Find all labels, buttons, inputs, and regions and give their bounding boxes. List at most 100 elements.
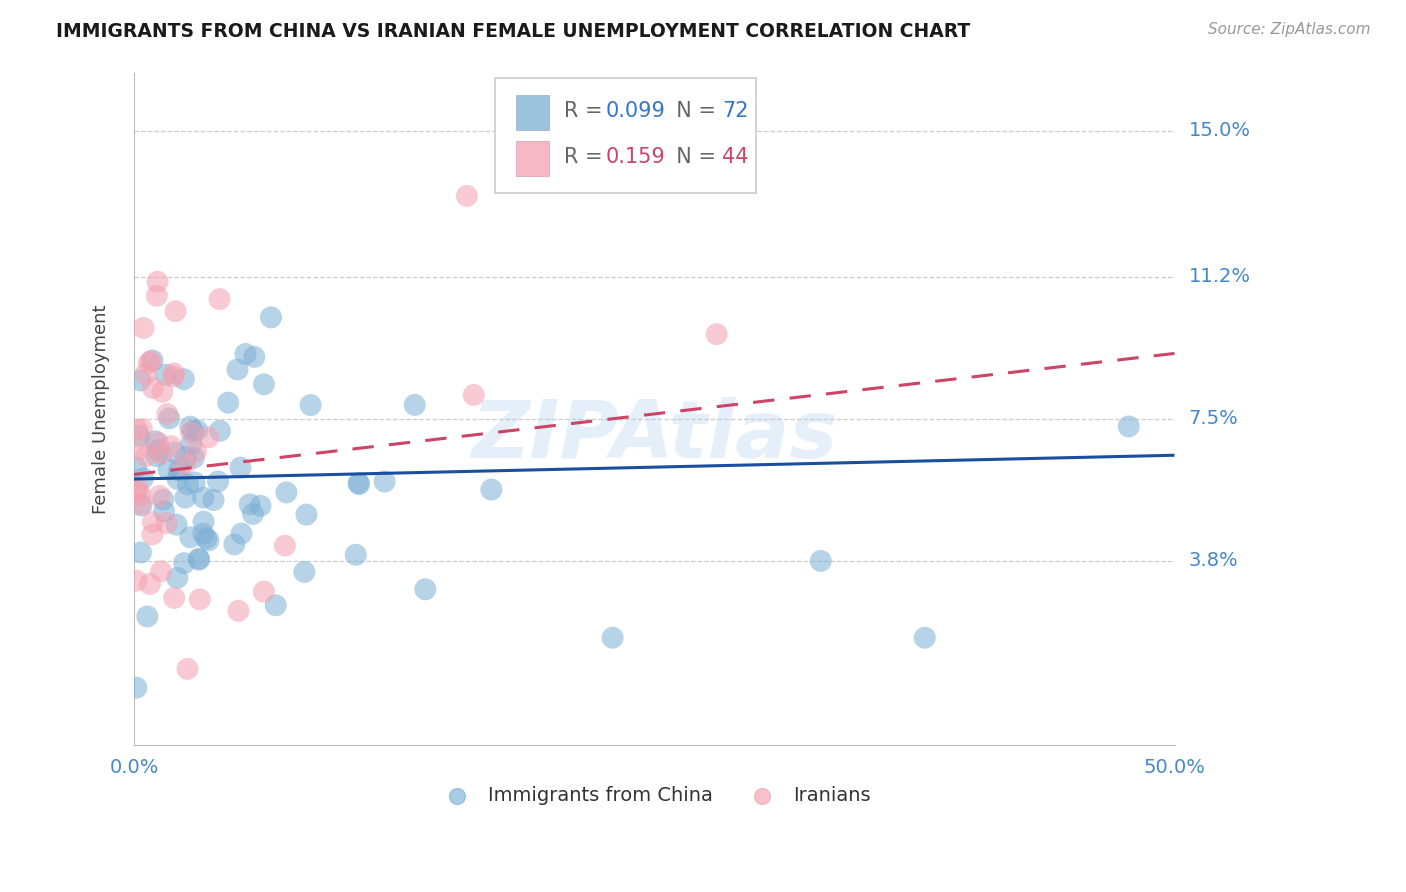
Legend: Immigrants from China, Iranians: Immigrants from China, Iranians <box>430 779 879 813</box>
Iranians <box>142 515 165 529</box>
Iranians <box>125 483 148 498</box>
Iranians <box>456 189 478 203</box>
Immigrants from China <box>264 599 287 613</box>
Iranians <box>127 483 149 497</box>
Iranians <box>139 354 162 368</box>
Immigrants from China <box>197 533 219 548</box>
Iranians <box>162 369 184 384</box>
Text: IMMIGRANTS FROM CHINA VS IRANIAN FEMALE UNEMPLOYMENT CORRELATION CHART: IMMIGRANTS FROM CHINA VS IRANIAN FEMALE … <box>56 22 970 41</box>
Text: Source: ZipAtlas.com: Source: ZipAtlas.com <box>1208 22 1371 37</box>
Immigrants from China <box>188 552 211 566</box>
Immigrants from China <box>173 556 195 570</box>
Text: 7.5%: 7.5% <box>1188 409 1239 428</box>
Iranians <box>148 436 170 450</box>
Iranians <box>188 592 211 607</box>
Iranians <box>125 574 148 588</box>
Immigrants from China <box>253 377 276 392</box>
Immigrants from China <box>299 398 322 412</box>
Immigrants from China <box>183 475 205 490</box>
Iranians <box>163 367 186 381</box>
Immigrants from China <box>415 582 437 597</box>
Iranians <box>463 388 485 402</box>
Immigrants from China <box>129 374 152 388</box>
Immigrants from China <box>347 475 370 490</box>
Immigrants from China <box>195 531 218 545</box>
Immigrants from China <box>153 504 176 518</box>
Immigrants from China <box>179 530 201 544</box>
Immigrants from China <box>125 681 148 695</box>
Immigrants from China <box>914 631 936 645</box>
Iranians <box>135 449 157 463</box>
Text: N =: N = <box>662 147 723 167</box>
Iranians <box>135 367 157 381</box>
Iranians <box>129 497 152 511</box>
Immigrants from China <box>217 395 239 409</box>
Immigrants from China <box>148 443 170 458</box>
Immigrants from China <box>145 434 167 449</box>
Immigrants from China <box>177 477 200 491</box>
Iranians <box>138 356 160 370</box>
Iranians <box>173 457 195 471</box>
Iranians <box>127 442 149 456</box>
Iranians <box>131 422 153 436</box>
Immigrants from China <box>131 499 153 513</box>
Text: 0.099: 0.099 <box>606 102 665 121</box>
Immigrants from China <box>231 526 253 541</box>
Immigrants from China <box>132 471 155 485</box>
Immigrants from China <box>292 565 315 579</box>
Immigrants from China <box>479 483 502 497</box>
Immigrants from China <box>155 368 177 382</box>
Iranians <box>208 292 231 306</box>
Text: N =: N = <box>662 102 723 121</box>
Immigrants from China <box>166 571 188 585</box>
Iranians <box>150 384 173 399</box>
Immigrants from China <box>174 491 197 505</box>
Immigrants from China <box>260 310 283 325</box>
Immigrants from China <box>166 517 188 532</box>
Immigrants from China <box>136 609 159 624</box>
Iranians <box>139 577 162 591</box>
Immigrants from China <box>295 508 318 522</box>
Iranians <box>129 488 152 502</box>
Immigrants from China <box>187 551 209 566</box>
Text: ZIPAtlas: ZIPAtlas <box>471 397 838 475</box>
Immigrants from China <box>193 515 215 529</box>
Iranians <box>274 539 297 553</box>
Immigrants from China <box>810 554 832 568</box>
Immigrants from China <box>208 424 231 438</box>
Immigrants from China <box>125 460 148 475</box>
Immigrants from China <box>180 437 202 451</box>
Text: 15.0%: 15.0% <box>1188 121 1250 140</box>
Iranians <box>197 430 219 444</box>
Text: 72: 72 <box>721 102 748 121</box>
Iranians <box>155 516 177 530</box>
Immigrants from China <box>347 477 370 491</box>
Immigrants from China <box>193 526 215 541</box>
Immigrants from China <box>1118 419 1140 434</box>
FancyBboxPatch shape <box>516 95 550 130</box>
Immigrants from China <box>243 350 266 364</box>
Iranians <box>149 489 172 503</box>
Immigrants from China <box>186 423 208 437</box>
Iranians <box>165 304 187 318</box>
Immigrants from China <box>145 449 167 463</box>
Immigrants from China <box>181 424 204 438</box>
Immigrants from China <box>276 485 298 500</box>
Y-axis label: Female Unemployment: Female Unemployment <box>93 304 110 514</box>
Iranians <box>160 439 183 453</box>
Iranians <box>176 662 198 676</box>
Iranians <box>156 407 179 421</box>
Iranians <box>142 381 165 395</box>
Immigrants from China <box>239 497 262 511</box>
Immigrants from China <box>235 347 257 361</box>
Immigrants from China <box>183 450 205 465</box>
Immigrants from China <box>229 460 252 475</box>
Immigrants from China <box>202 493 225 508</box>
Text: 3.8%: 3.8% <box>1188 551 1239 570</box>
Immigrants from China <box>374 475 396 489</box>
Iranians <box>149 447 172 461</box>
Immigrants from China <box>174 450 197 464</box>
Iranians <box>228 604 250 618</box>
Text: R =: R = <box>564 147 609 167</box>
Immigrants from China <box>193 491 215 505</box>
